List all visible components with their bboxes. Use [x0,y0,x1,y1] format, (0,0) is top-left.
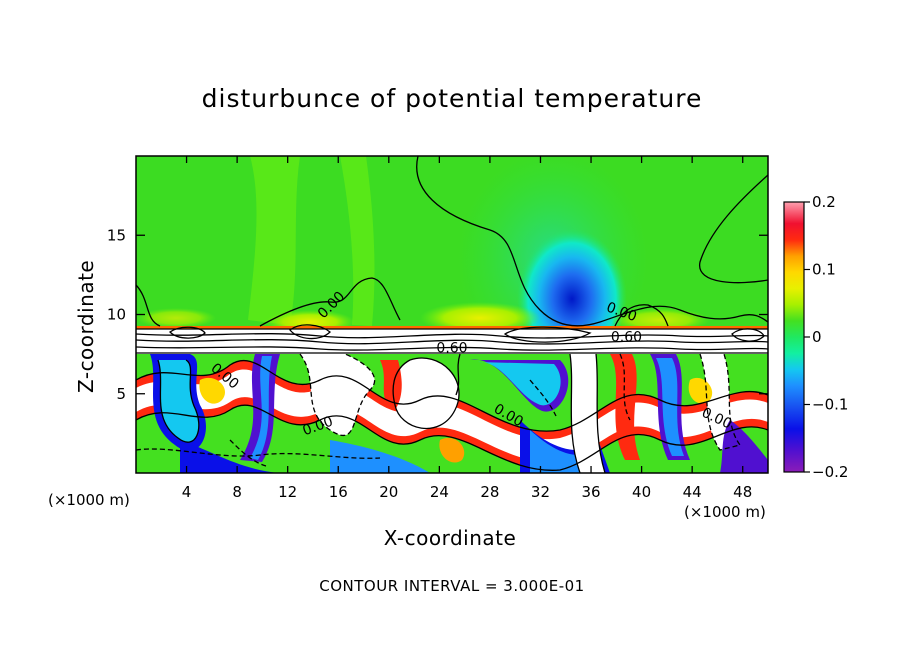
x-tick-label: 20 [379,483,398,501]
x-tick-label: 28 [480,483,499,501]
x-tick-label: 24 [430,483,449,501]
y-tick-label: 5 [116,385,126,403]
colorbar-gradient [784,202,804,472]
colorbar-tick-label: 0 [812,328,822,346]
x-tick-label: 32 [531,483,550,501]
x-tick-label: 36 [581,483,600,501]
x-tick-label: 16 [329,483,348,501]
colorbar-tick-label: 0.1 [812,261,836,279]
heatmap-field: 0.00 0.000.600.600.000.00 0.00 0.00 [136,156,768,473]
colorbar-tick-label: −0.2 [812,463,848,481]
light-green-plume [248,156,300,325]
x-tick-label: 12 [278,483,297,501]
contour-interval: CONTOUR INTERVAL = 3.000E-01 [319,577,585,595]
colorbar: 0.2 0.1 0 −0.1 −0.2 [783,193,848,481]
contour-label: 0.60 [611,329,642,345]
x-unit-left: (×1000 m) [48,491,130,509]
x-axis: 4 8 12 16 20 24 28 32 36 40 44 48 [182,156,752,501]
colorbar-ticks: 0.2 0.1 0 −0.1 −0.2 [804,193,848,481]
contour-label: 0.60 [436,341,467,357]
y-axis: 5 10 15 [107,226,768,403]
y-axis-label: Z-coordinate [74,259,98,393]
x-axis-label: X-coordinate [383,526,517,550]
colorbar-tick-label: −0.1 [812,396,848,414]
y-tick-label: 10 [107,306,126,324]
contour-lines [136,156,768,473]
x-tick-label: 4 [182,483,192,501]
x-tick-label: 8 [232,483,242,501]
x-tick-label: 44 [683,483,702,501]
x-tick-label: 40 [632,483,651,501]
colorbar-tick-label: 0.2 [812,193,836,211]
x-unit-right: (×1000 m) [684,503,766,521]
light-green-plume [340,156,375,326]
y-tick-label: 15 [107,226,126,244]
x-tick-label: 48 [733,483,752,501]
chart-title: disturbunce of potential temperature [201,84,703,113]
upper-layer [136,156,768,331]
inversion-edge [136,326,768,329]
